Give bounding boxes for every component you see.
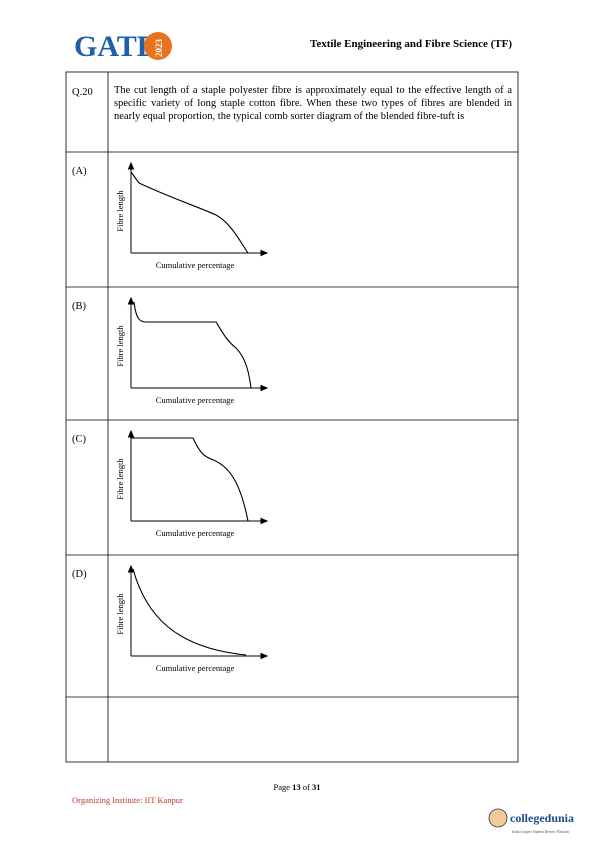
x-arrow	[260, 249, 269, 257]
y-arrow	[127, 161, 135, 170]
option-label: (B)	[72, 301, 87, 312]
brand-icon	[488, 808, 508, 828]
question-text: The cut length of a staple polyester fib…	[114, 85, 512, 122]
page-sep: of	[303, 782, 310, 792]
graph	[127, 296, 269, 392]
x-axis-label: Cumulative percentage	[156, 395, 235, 405]
institute: Organizing Institute: IIT Kanpur	[72, 795, 183, 805]
logo-year: 2023	[154, 39, 164, 58]
curve	[130, 171, 249, 254]
option-label: (D)	[72, 569, 87, 580]
y-arrow	[127, 429, 135, 438]
y-axis-label: Fibre length	[115, 458, 125, 500]
curve	[132, 568, 247, 656]
table-grid	[65, 71, 519, 763]
logo-badge	[144, 32, 172, 60]
logo: GATE	[74, 30, 157, 63]
x-arrow	[260, 384, 269, 392]
curve	[131, 437, 249, 522]
question-number: Q.20	[72, 87, 93, 98]
x-arrow	[260, 652, 269, 660]
brand-tagline: India's largest Student Review Platform	[512, 830, 569, 834]
page-total: 31	[312, 782, 321, 792]
y-axis-label: Fibre length	[115, 325, 125, 367]
brand: collegedunia	[510, 811, 574, 825]
graph	[127, 161, 269, 257]
graph	[127, 429, 269, 525]
page-number: Page 13 of 31	[274, 782, 321, 792]
x-axis-label: Cumulative percentage	[156, 528, 235, 538]
y-axis-label: Fibre length	[115, 190, 125, 232]
curve	[133, 301, 252, 389]
y-arrow	[127, 296, 135, 305]
option-label: (C)	[72, 434, 87, 445]
x-axis-label: Cumulative percentage	[156, 260, 235, 270]
x-arrow	[260, 517, 269, 525]
page-current: 13	[292, 782, 301, 792]
y-axis-label: Fibre length	[115, 593, 125, 635]
y-arrow	[127, 564, 135, 573]
header-title: Textile Engineering and Fibre Science (T…	[310, 38, 512, 50]
graph	[127, 564, 269, 660]
page-prefix: Page	[274, 782, 291, 792]
x-axis-label: Cumulative percentage	[156, 663, 235, 673]
option-label: (A)	[72, 166, 87, 177]
